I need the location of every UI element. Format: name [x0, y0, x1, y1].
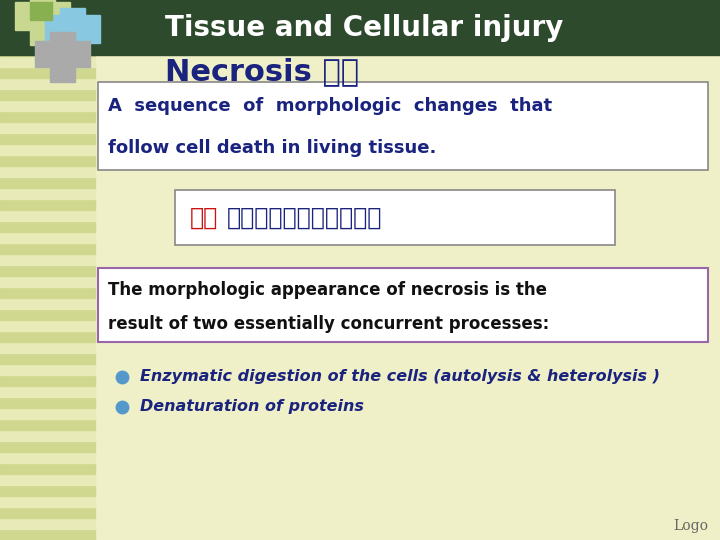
Bar [45, 15, 100, 43]
Bar [0, 287, 95, 298]
Text: Tissue and Cellular injury: Tissue and Cellular injury [165, 14, 563, 42]
Bar [0, 199, 95, 210]
Bar [0, 144, 95, 155]
Bar [0, 100, 95, 111]
Bar [0, 353, 95, 364]
Text: A  sequence  of  morphologic  changes  that: A sequence of morphologic changes that [108, 97, 552, 115]
Bar [0, 1, 95, 12]
Bar [0, 23, 95, 34]
Text: 活体: 活体 [190, 206, 218, 230]
Bar [0, 0, 95, 1]
Bar [0, 122, 95, 133]
Bar [50, 32, 75, 82]
Bar [0, 397, 95, 408]
Text: 内局部组织、细胞的死亡: 内局部组织、细胞的死亡 [227, 206, 382, 230]
Bar [0, 232, 95, 243]
Bar [0, 34, 95, 45]
Bar [0, 166, 95, 177]
Bar [0, 496, 95, 507]
Bar [0, 320, 95, 331]
Bar [0, 133, 95, 144]
Bar [30, 0, 55, 45]
Bar [0, 375, 95, 386]
Bar [0, 518, 95, 529]
Bar [0, 111, 95, 122]
Bar [0, 309, 95, 320]
Bar [0, 529, 95, 540]
Bar [0, 463, 95, 474]
Text: Logo: Logo [673, 519, 708, 533]
Bar [0, 419, 95, 430]
Bar [35, 41, 90, 67]
Text: Enzymatic digestion of the cells (autolysis & heterolysis ): Enzymatic digestion of the cells (autoly… [140, 369, 660, 384]
Bar [15, 2, 70, 30]
Text: Necrosis 坤死: Necrosis 坤死 [165, 57, 359, 86]
Bar [0, 342, 95, 353]
Text: Denaturation of proteins: Denaturation of proteins [140, 400, 364, 415]
Bar [98, 82, 708, 170]
Bar [60, 8, 85, 58]
Text: follow cell death in living tissue.: follow cell death in living tissue. [108, 139, 436, 157]
Bar [0, 78, 95, 89]
Text: The morphologic appearance of necrosis is the: The morphologic appearance of necrosis i… [108, 281, 547, 299]
Text: result of two essentially concurrent processes:: result of two essentially concurrent pro… [108, 315, 549, 333]
Bar [0, 276, 95, 287]
Bar [0, 67, 95, 78]
Bar [0, 474, 95, 485]
Bar [0, 221, 95, 232]
Bar [0, 408, 95, 419]
Bar [0, 188, 95, 199]
Bar [0, 12, 95, 23]
Bar [0, 45, 95, 56]
Bar [0, 265, 95, 276]
Bar [0, 0, 720, 55]
Bar [98, 268, 708, 342]
Bar [0, 155, 95, 166]
Bar [0, 298, 95, 309]
Bar [0, 441, 95, 452]
Bar [0, 56, 95, 67]
Bar [0, 210, 95, 221]
Bar [175, 190, 615, 245]
Bar [0, 485, 95, 496]
Bar [0, 89, 95, 100]
Bar [0, 331, 95, 342]
Bar [0, 430, 95, 441]
Bar [0, 507, 95, 518]
Bar [30, 2, 52, 20]
Bar [0, 177, 95, 188]
Bar [0, 254, 95, 265]
Bar [0, 243, 95, 254]
Bar [0, 364, 95, 375]
Bar [0, 386, 95, 397]
Bar [0, 452, 95, 463]
